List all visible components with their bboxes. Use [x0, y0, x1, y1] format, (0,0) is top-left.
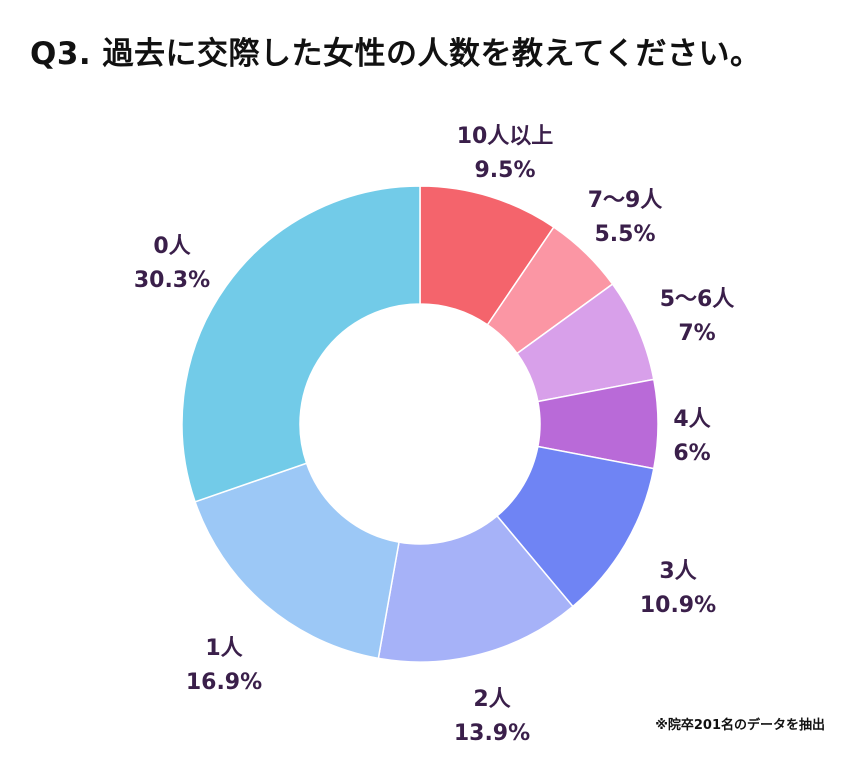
slice-category-5: 3人 [659, 559, 696, 584]
slice-category-1: 10人以上 [457, 124, 554, 149]
slice-category-4: 4人 [673, 407, 710, 432]
slice-label-8: 0人 30.3% [134, 234, 210, 293]
slice-percent-7: 16.9% [186, 670, 262, 695]
slice-percent-3: 7% [678, 321, 715, 346]
slice-7 [194, 462, 400, 660]
slice-label-5: 3人 10.9% [640, 559, 716, 618]
data-source-note: ※院卒201名のデータを抽出 [655, 718, 825, 733]
slice-label-1: 10人以上 9.5% [457, 124, 554, 183]
slice-category-2: 7〜9人 [588, 188, 663, 213]
slice-category-7: 1人 [205, 636, 242, 661]
slice-percent-8: 30.3% [134, 268, 210, 293]
slice-percent-1: 9.5% [474, 158, 535, 183]
chart-title: Q3. 過去に交際した女性の人数を教えてください。 [30, 36, 762, 72]
slice-percent-5: 10.9% [640, 593, 716, 618]
slice-percent-4: 6% [673, 441, 710, 466]
slice-label-2: 7〜9人 5.5% [588, 188, 663, 247]
slice-label-7: 1人 16.9% [186, 636, 262, 695]
slice-percent-2: 5.5% [594, 222, 655, 247]
donut-slices [181, 185, 659, 663]
slice-category-6: 2人 [473, 687, 510, 712]
slice-category-8: 0人 [153, 234, 190, 259]
slice-label-4: 4人 6% [673, 407, 710, 466]
slice-percent-6: 13.9% [454, 721, 530, 746]
slice-label-6: 2人 13.9% [454, 687, 530, 746]
slice-category-3: 5〜6人 [660, 287, 735, 312]
slice-label-3: 5〜6人 7% [660, 287, 735, 346]
slice-6 [377, 514, 574, 663]
slice-labels: 10人以上 9.5%7〜9人 5.5%5〜6人 7%4人 6%3人 10.9%2人 13.9… [134, 124, 734, 746]
slice-8 [181, 185, 421, 503]
